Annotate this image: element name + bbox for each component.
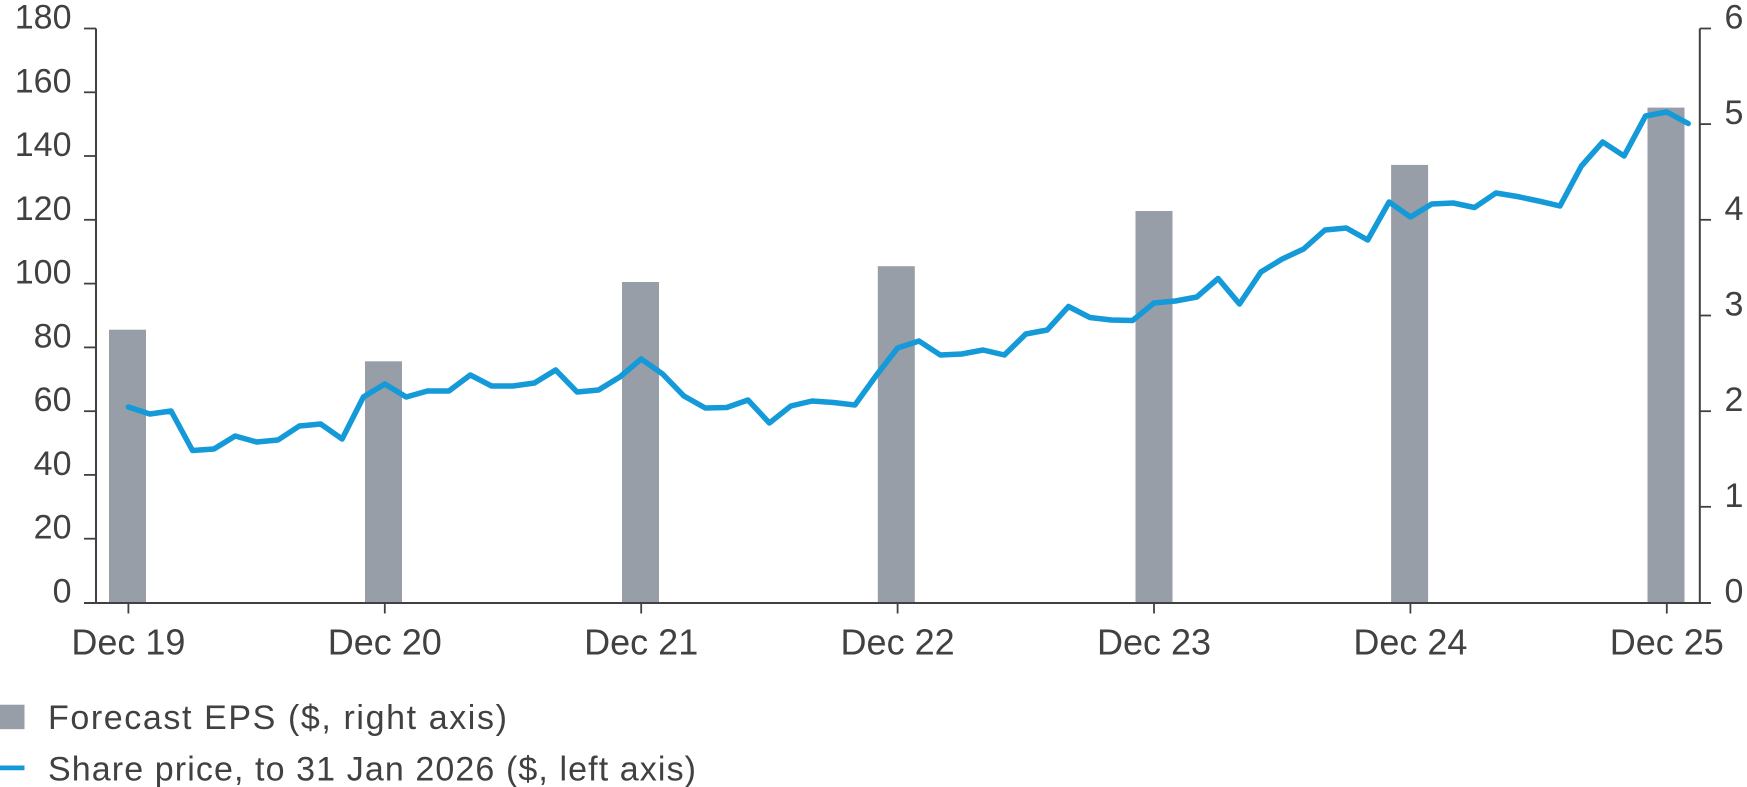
svg-text:1: 1 bbox=[1725, 477, 1744, 515]
svg-text:3: 3 bbox=[1725, 286, 1744, 324]
svg-text:4: 4 bbox=[1725, 190, 1744, 228]
svg-text:120: 120 bbox=[15, 190, 72, 228]
svg-text:20: 20 bbox=[34, 509, 72, 547]
svg-text:Forecast EPS ($, right axis): Forecast EPS ($, right axis) bbox=[48, 699, 509, 737]
svg-text:6: 6 bbox=[1725, 0, 1744, 37]
svg-text:Dec 21: Dec 21 bbox=[584, 622, 698, 663]
svg-text:60: 60 bbox=[34, 381, 72, 419]
svg-text:Share price, to 31 Jan 2026 ($: Share price, to 31 Jan 2026 ($, left axi… bbox=[48, 751, 697, 787]
svg-text:2: 2 bbox=[1725, 381, 1744, 419]
svg-text:180: 180 bbox=[15, 0, 72, 37]
svg-text:Dec 23: Dec 23 bbox=[1097, 622, 1211, 663]
svg-text:40: 40 bbox=[34, 445, 72, 483]
svg-text:140: 140 bbox=[15, 126, 72, 164]
svg-text:5: 5 bbox=[1725, 94, 1744, 132]
svg-text:100: 100 bbox=[15, 254, 72, 292]
svg-text:160: 160 bbox=[15, 62, 72, 100]
svg-text:Dec 24: Dec 24 bbox=[1353, 622, 1467, 663]
svg-text:80: 80 bbox=[34, 317, 72, 355]
svg-text:Dec 25: Dec 25 bbox=[1610, 622, 1724, 663]
svg-text:0: 0 bbox=[1725, 573, 1744, 611]
svg-text:Dec 19: Dec 19 bbox=[71, 622, 185, 663]
svg-text:Dec 22: Dec 22 bbox=[841, 622, 955, 663]
svg-text:Dec 20: Dec 20 bbox=[328, 622, 442, 663]
svg-text:0: 0 bbox=[53, 573, 72, 611]
